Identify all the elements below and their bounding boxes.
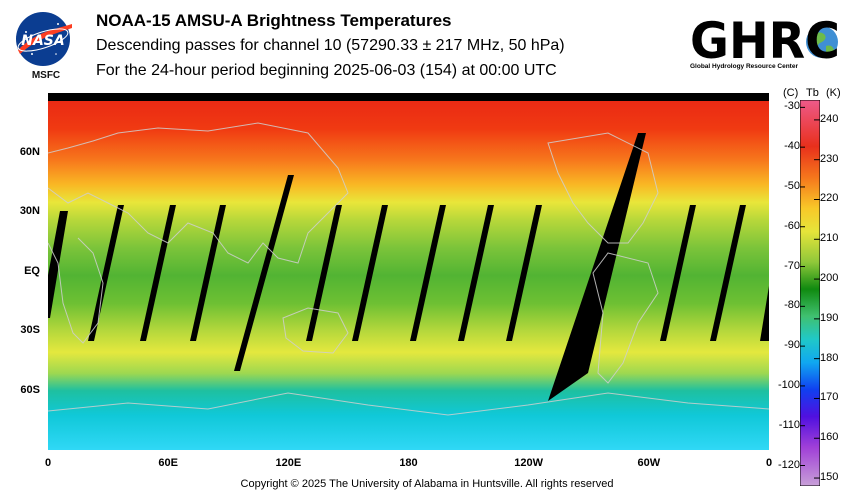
colorbar-c-label-0: -30 bbox=[784, 100, 800, 113]
coast-africa bbox=[48, 237, 104, 344]
brightness-temperature-map bbox=[48, 93, 769, 450]
colorbar bbox=[800, 100, 820, 486]
coast-americas bbox=[547, 132, 659, 384]
colorbar-k-label-150: 150 bbox=[820, 471, 839, 484]
colorbar-header-k: (K) bbox=[826, 87, 841, 99]
colorbar-c-label-3: -60 bbox=[784, 219, 800, 232]
lat-label-30n: 30N bbox=[19, 205, 40, 217]
colorbar-k-label-200: 200 bbox=[820, 272, 839, 285]
colorbar-k-label-240: 240 bbox=[820, 112, 839, 125]
swath-gap-6 bbox=[352, 205, 388, 341]
colorbar-c-label-8: -110 bbox=[778, 418, 800, 431]
coast-europe-asia bbox=[48, 122, 349, 264]
coastlines bbox=[48, 122, 769, 416]
page-title: NOAA-15 AMSU-A Brightness Temperatures bbox=[96, 11, 452, 30]
lon-label-1: 60E bbox=[158, 457, 178, 469]
lat-label-60s: 60S bbox=[20, 383, 40, 396]
swath-gap-12 bbox=[710, 205, 746, 341]
swath-gap-2 bbox=[140, 205, 176, 341]
svg-text:NASA: NASA bbox=[21, 33, 64, 49]
colorbar-fill bbox=[800, 100, 820, 486]
lon-label-0: 0 bbox=[44, 457, 52, 469]
colorbar-k-label-160: 160 bbox=[820, 431, 839, 444]
colorbar-header-c: (C) bbox=[783, 87, 799, 99]
colorbar-c-label-5: -80 bbox=[784, 299, 800, 312]
copyright-notice: Copyright © 2025 The University of Alaba… bbox=[240, 478, 614, 490]
lat-label-eq: EQ bbox=[24, 264, 40, 277]
colorbar-c-label-7: -100 bbox=[777, 378, 800, 391]
colorbar-ticks bbox=[800, 106, 820, 479]
swath-gap-5 bbox=[306, 205, 342, 341]
lon-label-3: 180 bbox=[399, 457, 418, 469]
colorbar-c-label-2: -50 bbox=[784, 179, 800, 192]
colorbar-c-label-4: -70 bbox=[784, 259, 800, 272]
coast-antarctica bbox=[48, 392, 769, 416]
colorbar-c-label-6: -90 bbox=[784, 339, 800, 352]
colorbar-k-label-190: 190 bbox=[820, 311, 839, 324]
swath-gap-13 bbox=[760, 285, 769, 341]
lon-label-6: 0 bbox=[765, 457, 773, 469]
map-field bbox=[48, 101, 769, 450]
swath-gap-1 bbox=[88, 205, 124, 341]
svg-text:GHRC: GHRC bbox=[690, 12, 840, 66]
lat-label-30s: 30S bbox=[20, 324, 40, 336]
colorbar-header-tb: Tb bbox=[806, 87, 819, 99]
map-top-missing-band bbox=[48, 93, 769, 101]
lon-label-5: 60W bbox=[637, 457, 661, 469]
swath-gap-11 bbox=[660, 205, 696, 341]
lon-label-2: 120E bbox=[275, 457, 302, 469]
ghrc-logo: GHRC bbox=[688, 8, 850, 70]
colorbar-k-label-170: 170 bbox=[820, 391, 839, 404]
colorbar-k-label-180: 180 bbox=[820, 351, 839, 364]
colorbar-k-label-230: 230 bbox=[820, 152, 839, 165]
nasa-logo: NASA bbox=[12, 10, 76, 68]
colorbar-c-label-9: -120 bbox=[777, 458, 800, 471]
nasa-meatball-icon: NASA bbox=[16, 12, 72, 66]
lon-label-4: 120W bbox=[514, 457, 544, 469]
ghrc-subtitle: Global Hydrology Resource Center bbox=[690, 63, 798, 70]
swath-gap-9 bbox=[506, 205, 542, 341]
colorbar-k-label-220: 220 bbox=[820, 192, 839, 205]
swath-gap-4 bbox=[234, 175, 294, 371]
colorbar-k-label-210: 210 bbox=[820, 232, 839, 245]
swath-gap-8 bbox=[458, 205, 494, 341]
coast-australia bbox=[282, 307, 349, 354]
ghrc-globe-icon: GHRC bbox=[690, 12, 840, 70]
swath-gap-7 bbox=[410, 205, 446, 341]
nasa-msfc-label: MSFC bbox=[31, 70, 61, 81]
colorbar-c-label-1: -40 bbox=[784, 140, 800, 153]
channel-subtitle: Descending passes for channel 10 (57290.… bbox=[96, 37, 565, 54]
lat-label-60n: 60N bbox=[19, 145, 40, 158]
period-subtitle: For the 24-hour period beginning 2025-06… bbox=[96, 62, 557, 79]
